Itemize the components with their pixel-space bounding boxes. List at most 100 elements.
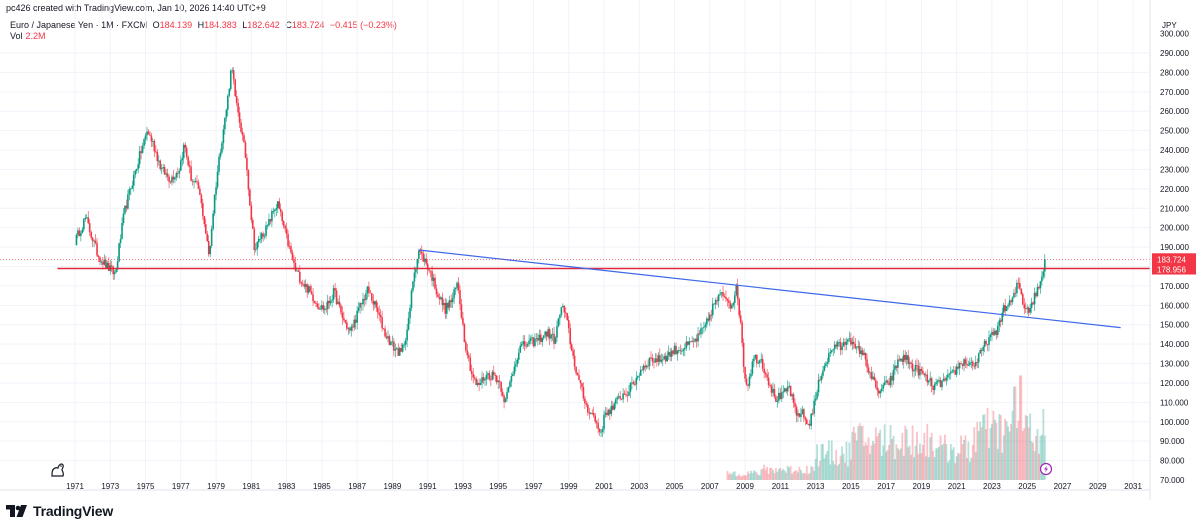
volume-bar <box>960 435 962 480</box>
candle-body <box>118 243 120 262</box>
candle-body <box>387 336 389 339</box>
candle-body <box>316 303 319 308</box>
volume-bar <box>955 456 958 480</box>
volume-bar <box>929 437 932 480</box>
candle-body <box>481 377 483 384</box>
candle-body <box>351 326 354 328</box>
candle-body <box>469 357 472 372</box>
volume-bar <box>863 445 865 480</box>
volume-bar <box>991 424 993 480</box>
candle-body <box>603 414 605 430</box>
candle-body <box>410 290 413 308</box>
candle-body <box>588 412 591 414</box>
candle-body <box>210 229 213 246</box>
volume-bar <box>985 429 987 480</box>
candle-body <box>319 308 322 310</box>
candle-body <box>463 324 466 343</box>
candle-body <box>127 194 129 209</box>
candle-body <box>382 328 385 330</box>
candle-body <box>985 340 987 344</box>
x-tick-label: 1975 <box>137 482 155 491</box>
candle-body <box>636 376 639 378</box>
volume-bar <box>838 463 841 480</box>
candle-body <box>1004 305 1006 312</box>
candle-body <box>1029 307 1031 313</box>
y-tick-label: 100.000 <box>1160 418 1189 427</box>
candle-body <box>203 215 206 225</box>
candle-body <box>510 376 513 382</box>
candle-body <box>775 396 777 402</box>
open-value: 184.139 <box>159 20 193 30</box>
candle-body <box>880 388 883 392</box>
candle-body <box>870 372 873 379</box>
volume-bar <box>988 447 990 480</box>
candle-body <box>911 363 914 372</box>
candle-body <box>585 403 588 405</box>
candle-body <box>149 134 151 136</box>
candle-body <box>994 330 996 335</box>
volume-bar <box>833 464 836 480</box>
volume-bar <box>894 459 896 480</box>
volume-bar <box>891 439 893 480</box>
candle-body <box>110 265 113 267</box>
candle-body <box>523 341 526 346</box>
candle-body <box>979 350 981 354</box>
candle-body <box>845 341 848 345</box>
candle-body <box>175 173 178 178</box>
candle-body <box>916 364 918 366</box>
candle-body <box>823 366 826 371</box>
candle-body <box>645 365 648 368</box>
candle-body <box>438 297 441 300</box>
volume-bar <box>1007 426 1009 480</box>
candle-body <box>381 317 383 329</box>
candle-body <box>331 299 333 301</box>
candle-body <box>980 350 983 351</box>
candle-body <box>490 379 492 381</box>
volume-bar <box>999 415 1002 480</box>
candle-body <box>91 237 94 242</box>
volume-bar <box>761 468 764 480</box>
candle-body <box>974 362 977 367</box>
candle-body <box>246 157 248 171</box>
volume-bar <box>870 445 873 480</box>
candle-body <box>335 290 338 305</box>
volume-bar <box>916 431 918 480</box>
candle-body <box>754 355 757 359</box>
volume-bar <box>750 470 752 480</box>
candle-body <box>100 261 103 263</box>
candle-body <box>594 415 596 422</box>
candle-body <box>1010 300 1012 303</box>
volume-bar <box>779 467 782 480</box>
candle-body <box>761 359 764 369</box>
price-chart[interactable]: JPY 80.000 90.000 100.000 110.000 120.000 130… <box>0 0 1200 500</box>
candle-body <box>563 305 566 313</box>
candle-body <box>156 151 159 162</box>
candle-body <box>1027 307 1030 313</box>
candle-body <box>1020 288 1023 295</box>
candle-body <box>466 350 469 356</box>
candle-body <box>807 423 810 425</box>
volume-bar <box>910 454 913 480</box>
candle-body <box>225 109 228 118</box>
tradingview-mascot-icon[interactable] <box>51 463 65 477</box>
volume-bar <box>858 423 861 480</box>
volume-bar <box>754 471 757 480</box>
volume-bar <box>899 448 902 480</box>
candle-body <box>326 300 329 310</box>
volume-bar <box>877 433 880 480</box>
candle-body <box>776 400 779 402</box>
candle-body <box>227 95 229 110</box>
candle-body <box>1001 312 1004 322</box>
candle-body <box>686 341 689 345</box>
candle-body <box>936 380 939 383</box>
lightning-icon[interactable] <box>1039 462 1053 476</box>
volume-bar <box>823 458 826 480</box>
volume-bar <box>941 445 943 480</box>
descending-trend-line[interactable] <box>418 249 1121 329</box>
tradingview-footer[interactable]: TradingView <box>6 502 113 520</box>
volume-bar <box>864 442 867 480</box>
time-axis[interactable]: 1971 1973 1975 1977 1979 1981 1983 1985 1987 1989… <box>66 482 1142 491</box>
candle-body <box>833 344 836 350</box>
symbol-title[interactable]: Euro / Japanese Yen · 1M · FXCM <box>10 20 148 30</box>
candlestick-series <box>75 67 1046 438</box>
